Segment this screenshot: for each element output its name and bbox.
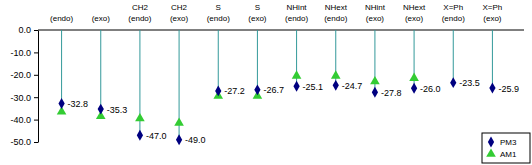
y-tick-label: 0.0 (18, 25, 31, 35)
marker (254, 84, 260, 95)
marker (489, 83, 495, 94)
x-tick-label: X=Ph (endo) (442, 3, 465, 23)
y-tick: -50.0 (10, 137, 38, 147)
marker (98, 104, 104, 115)
x-tick-label-line: NHint (365, 3, 386, 12)
marker (411, 83, 417, 94)
x-tick-label-line: CH2 (132, 3, 149, 12)
marker (293, 81, 299, 92)
y-tick-mark (34, 142, 38, 143)
marker (292, 70, 302, 78)
marker (331, 70, 341, 78)
y-tick: -10.0 (10, 48, 38, 58)
category-axis-line (38, 30, 524, 31)
x-tick-label: NHext (endo) (324, 3, 347, 23)
data-label: -23.5 (459, 78, 480, 88)
legend-box (482, 133, 530, 163)
marker (137, 130, 143, 141)
y-tick-mark (34, 97, 38, 98)
data-label: -25.1 (303, 82, 324, 92)
marker (174, 117, 184, 125)
data-label: -27.2 (224, 86, 245, 96)
x-tick-label: X=Ph (exo) (483, 3, 503, 23)
y-tick-mark (34, 52, 38, 53)
y-tick-label: -30.0 (10, 93, 31, 103)
chart: 0.0-10.0-20.0-30.0-40.0-50.0(endo)(exo)C… (0, 0, 532, 165)
x-tick-label-line: (endo) (285, 14, 308, 23)
x-tick-label-line: (exo) (170, 14, 189, 23)
data-label: -26.0 (420, 84, 441, 94)
x-tick-label: NHext (exo) (403, 3, 426, 23)
data-label: -27.8 (381, 88, 402, 98)
y-tick-mark (34, 120, 38, 121)
marker (58, 98, 64, 109)
y-tick-label: -20.0 (10, 70, 31, 80)
marker (176, 134, 182, 145)
legend: PM3AM1 (482, 133, 530, 163)
x-tick-label-line: (endo) (128, 14, 151, 23)
drop-line (100, 30, 101, 116)
x-tick-label-line: (exo) (405, 14, 424, 23)
x-tick-label-line: S (216, 3, 221, 12)
data-labels: -32.8 -35.3 -47.0 -49.0 -27.2 -26.7 -25.1 -24.7… (68, 78, 519, 145)
marker (135, 113, 145, 121)
y-tick-label: -50.0 (10, 137, 31, 147)
marker (450, 77, 456, 88)
x-tick-label-line: (exo) (366, 14, 385, 23)
y-tick-label: -40.0 (10, 115, 31, 125)
y-tick: -40.0 (10, 115, 38, 125)
x-tick-label-line: NHint (287, 3, 308, 12)
x-tick-label-line: (endo) (442, 14, 465, 23)
legend-marker (488, 137, 494, 148)
x-tick-label: NHint (exo) (365, 3, 386, 23)
data-label: -25.9 (498, 84, 519, 94)
x-tick-label-line: X=Ph (443, 3, 463, 12)
data-label: -47.0 (146, 131, 167, 141)
x-tick-label-line: (endo) (50, 14, 73, 23)
data-label: -24.7 (342, 81, 363, 91)
x-axis: (endo) (exo) CH2 (endo) CH2 (exo) S (endo) S (exo… (50, 3, 502, 23)
y-axis-line (38, 31, 39, 143)
marker (215, 86, 221, 97)
x-tick-label-line: (endo) (207, 14, 230, 23)
data-label: -35.3 (107, 105, 128, 115)
data-label: -26.7 (263, 85, 284, 95)
drop-line (492, 30, 493, 88)
y-tick: -20.0 (10, 70, 38, 80)
y-axis: 0.0 -10.0 -20.0 -30.0 -40.0 -50.0 (10, 25, 38, 147)
x-tick-label: NHint (endo) (285, 3, 308, 23)
data-label: -32.8 (68, 99, 89, 109)
x-tick-label-line: (exo) (483, 14, 502, 23)
y-tick-mark (34, 30, 38, 31)
x-tick-label: CH2 (endo) (128, 3, 151, 23)
marker (409, 73, 419, 81)
x-tick-label-line: NHext (403, 3, 426, 12)
x-tick-label: S (endo) (207, 3, 230, 23)
y-tick-mark (34, 75, 38, 76)
x-tick-label: S (exo) (248, 3, 267, 23)
y-tick-label: -10.0 (10, 48, 31, 58)
x-tick-label: (exo) (92, 14, 111, 23)
legend-label: AM1 (500, 150, 517, 159)
x-tick-label-line: (exo) (92, 14, 111, 23)
drop-line (453, 30, 454, 83)
x-tick-label-line: S (255, 3, 260, 12)
legend-label: PM3 (500, 138, 517, 147)
x-tick-label-line: (endo) (324, 14, 347, 23)
marker (333, 80, 339, 91)
x-tick-label-line: CH2 (171, 3, 188, 12)
x-tick-label-line: NHext (325, 3, 348, 12)
y-tick: -30.0 (10, 93, 38, 103)
x-tick-label: (endo) (50, 14, 73, 23)
y-tick: 0.0 (18, 25, 38, 35)
plot-area (57, 30, 496, 145)
x-tick-label: CH2 (exo) (170, 3, 189, 23)
legend-marker (486, 148, 496, 156)
marker (370, 76, 380, 84)
data-label: -49.0 (185, 135, 206, 145)
marker (372, 87, 378, 98)
x-tick-label-line: (exo) (248, 14, 267, 23)
x-tick-label-line: X=Ph (483, 3, 503, 12)
